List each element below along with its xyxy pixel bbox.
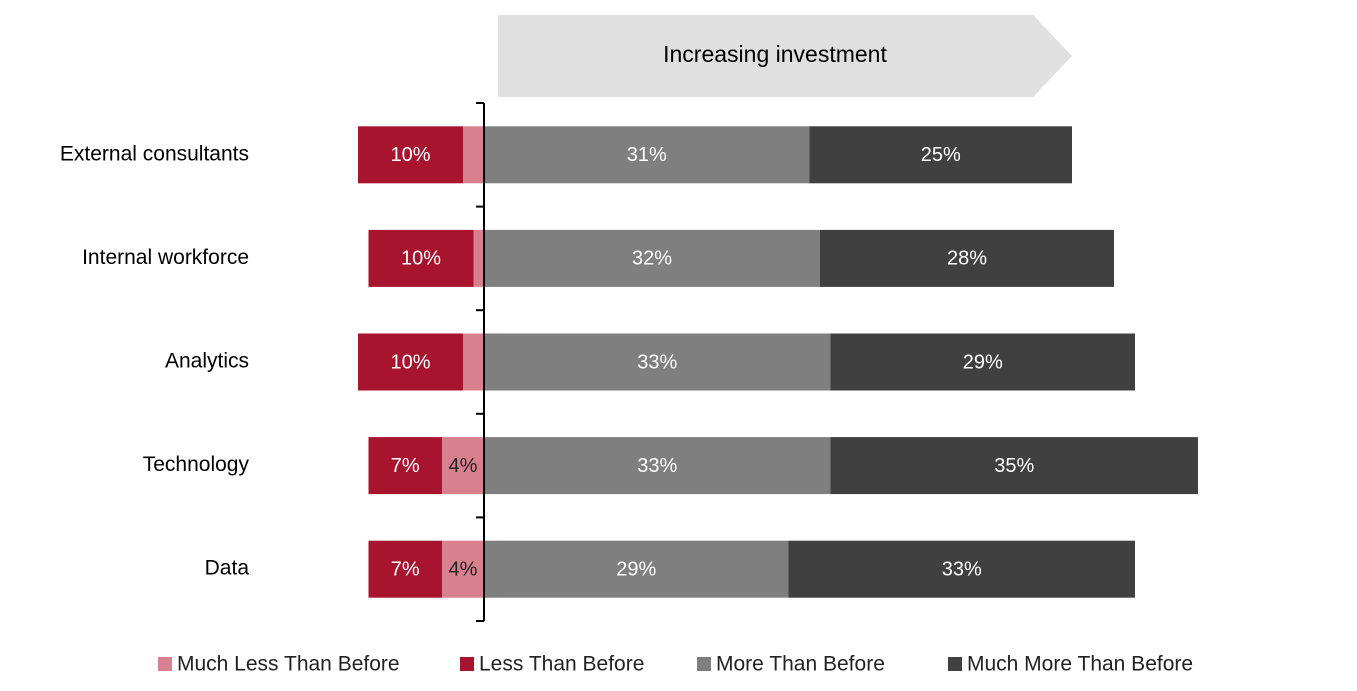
bar-segment <box>820 229 1114 287</box>
bar-segment <box>809 126 1072 184</box>
data-label: 7% <box>391 558 420 580</box>
category-label: External consultants <box>60 142 249 165</box>
annotation: Increasing investment <box>663 41 887 67</box>
legend-swatch <box>948 657 962 671</box>
bar-segment <box>368 229 474 287</box>
data-label: 10% <box>390 144 430 166</box>
legend-label: Less Than Before <box>479 653 644 676</box>
legend-label: Much More Than Before <box>967 653 1193 676</box>
data-label: 33% <box>637 351 677 373</box>
bar-segment <box>358 333 463 391</box>
bar-segment <box>368 437 442 495</box>
legend-swatch <box>158 657 172 671</box>
data-label: 29% <box>963 351 1003 373</box>
direction-arrow <box>498 15 1072 97</box>
category-label: Data <box>205 557 250 580</box>
bar-segment <box>368 540 442 598</box>
bar-segment <box>484 437 831 495</box>
data-label: 10% <box>401 248 441 270</box>
data-label: 10% <box>390 351 430 373</box>
bar-segment <box>358 126 463 184</box>
bar-segment <box>484 126 810 184</box>
category-label: Technology <box>143 453 250 476</box>
bar-segment <box>442 540 484 598</box>
data-label: 32% <box>632 248 672 270</box>
data-label: 31% <box>627 144 667 166</box>
bar-segment <box>442 437 484 495</box>
bar-segment <box>463 333 484 391</box>
data-label: 25% <box>921 144 961 166</box>
bar-segment <box>484 333 831 391</box>
data-label: 33% <box>637 455 677 477</box>
legend-label: More Than Before <box>716 653 885 676</box>
data-label: 4% <box>449 558 478 580</box>
data-label: 28% <box>947 248 987 270</box>
data-label: 35% <box>994 455 1034 477</box>
bar-segment <box>830 437 1198 495</box>
legend-swatch <box>697 657 711 671</box>
bar-segment <box>830 333 1135 391</box>
data-label: 33% <box>942 558 982 580</box>
category-label: Internal workforce <box>82 246 249 269</box>
data-label: 7% <box>391 455 420 477</box>
bar-segment <box>473 229 484 287</box>
legend-swatch <box>460 657 474 671</box>
bar-segment <box>484 229 820 287</box>
bar-segment <box>484 540 789 598</box>
bar-segment <box>788 540 1135 598</box>
category-label: Analytics <box>165 350 249 373</box>
data-label: 4% <box>449 455 478 477</box>
bar-segment <box>463 126 484 184</box>
data-label: 29% <box>616 558 656 580</box>
legend-label: Much Less Than Before <box>177 653 400 676</box>
